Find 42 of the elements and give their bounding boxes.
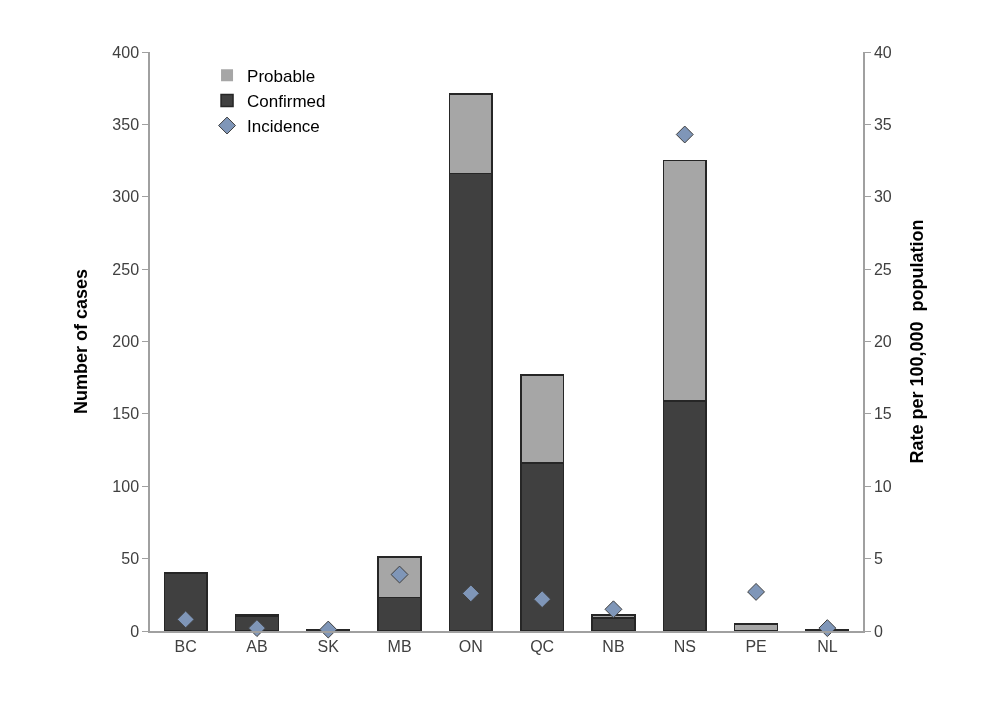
y-tick-label: 0 — [130, 622, 140, 640]
y2-tick-label: 15 — [873, 405, 892, 423]
y-tick-label: 300 — [112, 188, 140, 206]
y-tick-label: 50 — [121, 550, 140, 568]
y-tick-label: 250 — [112, 260, 140, 278]
y-tick-label: 150 — [112, 405, 140, 423]
point — [604, 600, 623, 619]
y-tick-label: 200 — [112, 333, 140, 351]
y2-tick-label: 25 — [873, 260, 892, 278]
x-tick-label: PE — [745, 637, 767, 655]
y2-tick-label: 35 — [873, 115, 892, 133]
y2-tick-label: 10 — [873, 477, 892, 495]
x-tick-label: NB — [602, 637, 625, 655]
y2-tick-label: 40 — [873, 43, 892, 61]
x-tick-label: QC — [530, 637, 555, 655]
bar — [163, 572, 208, 631]
legend-label: Confirmed — [247, 92, 326, 112]
y-tick-label: 100 — [112, 477, 140, 495]
legend-label: Probable — [247, 66, 316, 86]
y-axis-title: Number of cases — [71, 268, 92, 415]
point — [461, 584, 480, 603]
point — [533, 590, 552, 609]
point — [176, 610, 195, 629]
y-tick-label: 400 — [112, 43, 140, 61]
x-tick-label: ON — [458, 637, 483, 655]
point — [747, 582, 765, 601]
x-tick-label: BC — [174, 637, 197, 655]
y2-tick-label: 0 — [873, 622, 883, 640]
x-tick-label: MB — [387, 637, 412, 655]
x-tick-label: SK — [317, 637, 340, 655]
y-tick-label: 350 — [112, 115, 140, 133]
y2-tick-label: 5 — [873, 550, 883, 568]
y2-tick-label: 30 — [873, 188, 892, 206]
y2-axis-title: Rate per 100,000 population — [907, 219, 928, 464]
point — [319, 620, 338, 639]
point — [248, 619, 266, 638]
x-tick-label: AB — [246, 637, 268, 655]
y2-tick-label: 20 — [873, 333, 892, 351]
x-tick-label: NL — [817, 637, 838, 655]
legend-label: Incidence — [247, 117, 320, 137]
x-tick-label: NS — [673, 637, 696, 655]
point — [675, 125, 694, 144]
